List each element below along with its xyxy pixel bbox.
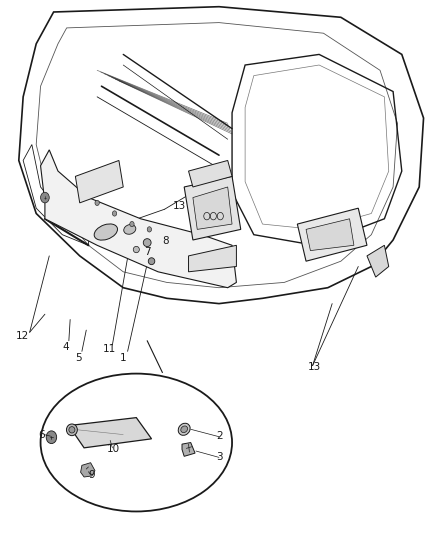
Text: 9: 9: [88, 471, 95, 480]
Text: 10: 10: [107, 444, 120, 454]
Ellipse shape: [124, 224, 136, 235]
Text: 6: 6: [38, 430, 45, 440]
Ellipse shape: [181, 426, 187, 433]
Polygon shape: [188, 160, 232, 187]
Circle shape: [130, 221, 134, 227]
Text: 12: 12: [16, 332, 29, 342]
Circle shape: [41, 192, 49, 203]
Circle shape: [95, 200, 99, 206]
Ellipse shape: [143, 239, 151, 247]
Polygon shape: [41, 150, 237, 288]
Polygon shape: [75, 160, 123, 203]
Ellipse shape: [133, 246, 139, 253]
Polygon shape: [69, 418, 152, 448]
Ellipse shape: [94, 224, 117, 240]
Circle shape: [46, 431, 57, 443]
Polygon shape: [306, 219, 354, 251]
Circle shape: [147, 227, 152, 232]
Text: 11: 11: [102, 344, 116, 354]
Text: 8: 8: [162, 236, 169, 246]
Ellipse shape: [41, 374, 232, 512]
Ellipse shape: [148, 258, 155, 265]
Ellipse shape: [67, 424, 78, 435]
Text: 13: 13: [308, 362, 321, 372]
Text: 3: 3: [216, 453, 223, 463]
Ellipse shape: [178, 423, 190, 435]
Polygon shape: [182, 442, 195, 456]
Text: 4: 4: [63, 342, 69, 352]
Text: 2: 2: [216, 431, 223, 441]
Ellipse shape: [69, 426, 75, 433]
Text: 7: 7: [144, 247, 151, 257]
Text: 1: 1: [120, 353, 127, 362]
Text: 5: 5: [75, 353, 82, 362]
Polygon shape: [193, 187, 232, 229]
Polygon shape: [188, 245, 237, 272]
Polygon shape: [184, 176, 241, 240]
Circle shape: [113, 211, 117, 216]
Polygon shape: [297, 208, 367, 261]
Polygon shape: [367, 245, 389, 277]
Text: 13: 13: [172, 200, 186, 211]
Polygon shape: [81, 463, 95, 477]
